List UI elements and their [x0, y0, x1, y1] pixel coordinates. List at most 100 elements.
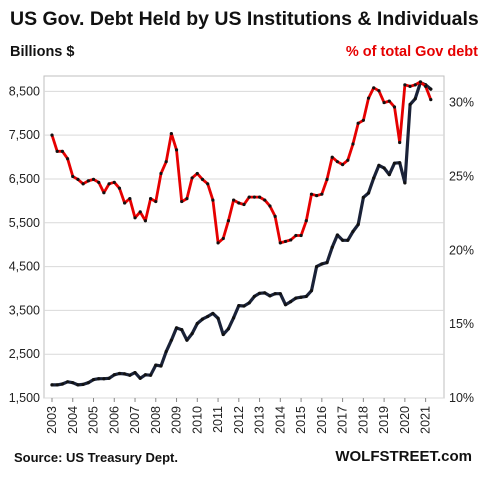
billions-point [65, 380, 70, 384]
percent-point [247, 195, 251, 199]
billions-point [60, 382, 64, 386]
billions-point [97, 377, 101, 381]
billions-point [237, 303, 241, 308]
percent-point [429, 98, 433, 102]
percent-point [138, 210, 142, 214]
billions-point [377, 163, 381, 167]
percent-point [211, 198, 215, 202]
percent-point [257, 195, 262, 199]
billions-point [247, 301, 251, 305]
percent-point [180, 199, 184, 204]
x-tick-label: 2007 [128, 406, 142, 434]
percent-point [128, 196, 132, 201]
billions-point [148, 373, 153, 377]
right-tick-label: 25% [449, 169, 474, 183]
x-tick-label: 2011 [211, 406, 225, 433]
billions-point [289, 300, 293, 304]
percent-point [91, 177, 96, 181]
billions-point [257, 291, 262, 295]
percent-point [283, 239, 288, 244]
x-tick-label: 2009 [170, 406, 184, 434]
percent-point [382, 100, 386, 105]
billions-point [117, 371, 122, 376]
percent-point [356, 121, 360, 125]
left-axis-ticks: 1,500 2,500 3,500 4,500 5,500 6,500 7,500 8,500 [9, 84, 40, 405]
billions-point [226, 327, 231, 331]
x-tick-label: 2015 [294, 406, 308, 434]
billions-point [429, 87, 433, 91]
billions-point [50, 383, 54, 387]
percent-point [174, 148, 179, 152]
left-tick-label: 7,500 [9, 128, 40, 142]
billions-point [299, 295, 303, 299]
right-tick-label: 30% [449, 96, 474, 110]
billions-point [133, 370, 137, 375]
billions-point [320, 262, 324, 266]
left-tick-label: 5,500 [9, 216, 40, 230]
percent-point [81, 182, 85, 186]
percent-point [143, 219, 148, 223]
percent-point [278, 241, 282, 245]
billions-point [403, 181, 407, 185]
billions-point [143, 373, 148, 377]
billions-point [346, 238, 350, 242]
percent-point [76, 177, 80, 181]
percent-point [273, 214, 277, 218]
brand-watermark: WOLFSTREET.com [335, 448, 472, 465]
percent-point [366, 96, 371, 100]
percent-point [424, 84, 428, 88]
billions-point [154, 363, 158, 367]
right-tick-label: 15% [449, 317, 474, 331]
plot-frame [43, 75, 445, 399]
billions-point [351, 229, 355, 234]
billions-point [387, 172, 391, 177]
billions-point [174, 326, 179, 330]
percent-point [252, 195, 256, 199]
billions-point [71, 381, 75, 385]
billions-point [413, 97, 417, 101]
percent-point [97, 180, 101, 184]
percent-point [387, 99, 391, 103]
percent-point [50, 133, 54, 137]
percent-point [133, 216, 137, 220]
x-tick-label: 2021 [419, 406, 433, 434]
percent-point [377, 89, 381, 93]
billions-point [221, 332, 225, 337]
billions-point [211, 311, 215, 316]
percent-point [268, 204, 272, 208]
billions-point [138, 376, 142, 380]
left-tick-label: 2,500 [9, 347, 40, 361]
billions-point [91, 378, 96, 382]
billions-point [81, 382, 85, 387]
percent-point [190, 176, 194, 180]
billions-point [128, 373, 132, 377]
billions-point [123, 372, 127, 376]
x-axis-ticks: 2003 2004 2005 2006 2007 2008 2009 2010 2011 2012… [45, 398, 433, 434]
percent-point [107, 182, 111, 186]
percent-point [148, 196, 153, 201]
x-tick-label: 2018 [356, 406, 370, 434]
billions-point [200, 317, 205, 321]
billions-point [283, 303, 288, 307]
x-tick-label: 2016 [315, 406, 329, 434]
left-tick-label: 4,500 [9, 260, 40, 274]
x-tick-label: 2014 [273, 406, 287, 434]
percent-point [185, 196, 189, 201]
billions-point [242, 304, 246, 308]
percent-point [154, 199, 158, 204]
billions-point [190, 332, 194, 336]
left-tick-label: 8,500 [9, 84, 40, 98]
percent-point [60, 149, 64, 153]
x-tick-label: 2013 [253, 406, 267, 434]
percent-point [325, 177, 329, 181]
percent-point [195, 171, 199, 176]
percent-point [159, 171, 163, 176]
billions-point [159, 364, 163, 368]
percent-point [65, 157, 70, 161]
percent-point [55, 149, 59, 153]
billions-point [169, 338, 173, 342]
billions-point [206, 314, 210, 319]
x-tick-label: 2010 [190, 406, 204, 434]
percent-point [232, 198, 236, 202]
